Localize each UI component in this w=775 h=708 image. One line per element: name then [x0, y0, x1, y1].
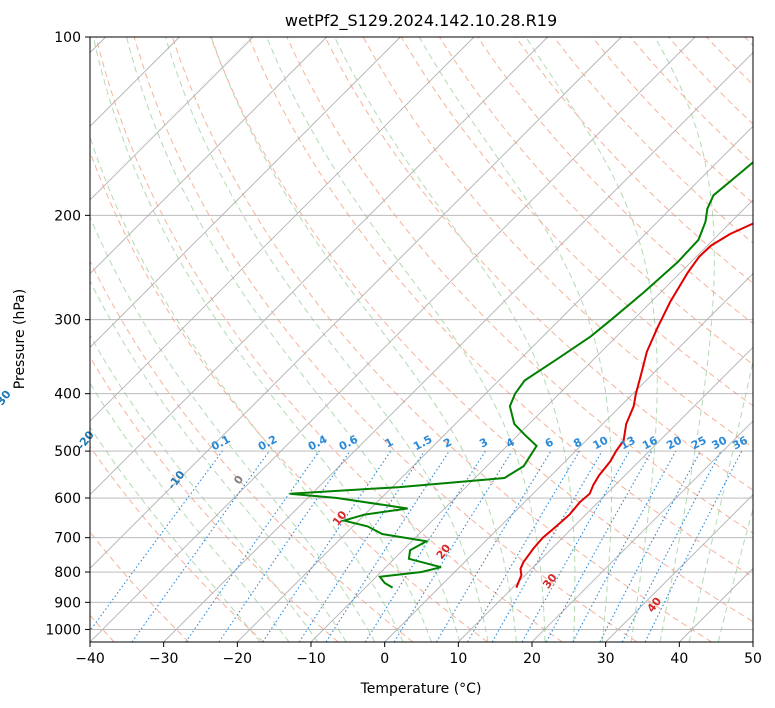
moist-adiabat-line [90, 135, 404, 642]
isotherm-line [531, 420, 753, 642]
mixing-ratio-line [572, 450, 677, 642]
y-tick-label: 800 [54, 565, 81, 581]
x-tick-label: 30 [597, 651, 615, 667]
mixing-ratio-label: 25 [689, 434, 709, 453]
dry-adiabat-line [248, 37, 753, 578]
isotherm-line [605, 494, 753, 642]
y-tick-label: 900 [54, 595, 81, 611]
dry-adiabat-line [90, 445, 264, 642]
y-tick-label: 1000 [45, 622, 81, 638]
mixing-ratio-line [298, 450, 425, 642]
mixing-ratio-line [131, 450, 270, 642]
y-tick-label: 300 [54, 313, 81, 329]
mixing-ratio-label: 20 [664, 433, 684, 452]
isotherm-line [384, 273, 753, 642]
isotherm-line [90, 37, 254, 201]
isotherm-line [90, 37, 475, 422]
x-tick-label: 10 [449, 651, 467, 667]
moist-adiabat-line [334, 37, 576, 642]
y-tick-label: 600 [54, 491, 81, 507]
dry-adiabat-line [324, 37, 753, 491]
y-axis-label: Pressure (hPa) [12, 289, 28, 389]
dry-adiabat-line [133, 37, 638, 642]
y-axis: 100 200 300 400 500 600 700 800 900 1000 [45, 30, 90, 638]
isotherm-line [163, 52, 753, 642]
isotherm-line [90, 37, 622, 569]
moist-adiabat-line [90, 426, 261, 642]
dry-adiabat-line [171, 37, 712, 642]
y-tick-label: 400 [54, 387, 81, 403]
moist-adiabat-line [90, 215, 376, 642]
moist-adiabat-line [266, 37, 546, 642]
dry-adiabat-line [95, 37, 563, 642]
x-tick-label: 20 [523, 651, 541, 667]
mixing-ratio-line [521, 450, 630, 642]
x-tick-label: −20 [223, 651, 253, 667]
isotherm-line [458, 346, 753, 642]
y-tick-label: 200 [54, 208, 81, 224]
dry-adiabat-line [90, 259, 414, 642]
moist-adiabat-line [717, 506, 753, 642]
y-tick-label: 700 [54, 531, 81, 547]
moist-adiabat-line [90, 334, 319, 642]
mixing-ratio-label: 16 [640, 434, 660, 453]
mixing-ratio-label: 13 [618, 434, 638, 453]
isotherm-line [310, 199, 753, 642]
mixing-ratio-line [325, 450, 450, 642]
moist-adiabat-line [210, 37, 517, 642]
isotherms [90, 37, 753, 642]
isotherm-line [90, 37, 696, 642]
mixing-ratio-line [545, 450, 653, 642]
mixing-ratio-line [185, 450, 320, 642]
x-axis: −40 −30 −20 −10 0 10 20 30 40 50 [75, 642, 762, 667]
x-axis-label: Temperature (°C) [360, 681, 482, 697]
isotherm-line [237, 125, 753, 642]
moist-adiabat-line [654, 37, 715, 642]
mixing-ratio-line [262, 450, 392, 642]
y-tick-label: 500 [54, 444, 81, 460]
moist-adiabat-line [90, 382, 290, 642]
isotherm-line [90, 37, 401, 348]
moist-adiabat-line [418, 37, 613, 642]
mixing-ratio-line [644, 450, 743, 642]
mixing-ratio-label: 30 [710, 434, 730, 453]
x-tick-label: −40 [75, 651, 105, 667]
x-tick-label: 50 [744, 651, 762, 667]
moist-adiabat-line [92, 37, 432, 642]
dry-adiabat-line [515, 37, 753, 284]
mixing-ratio-line [393, 450, 513, 642]
mixing-ratio-lines [90, 450, 743, 642]
moist-adiabats [90, 37, 753, 642]
x-tick-label: −30 [149, 651, 179, 667]
x-tick-label: 40 [670, 651, 688, 667]
plot-frame [89, 36, 754, 643]
dry-adiabats [90, 37, 753, 642]
mixing-ratio-line [218, 450, 351, 642]
temperature-line [515, 222, 753, 588]
y-tick-label: 100 [54, 30, 81, 46]
dry-adiabat-line [286, 37, 753, 534]
dry-adiabat-line [90, 356, 339, 642]
chart-title: wetPf2_S129.2024.142.10.28.R19 [285, 11, 557, 31]
moist-adiabat-line [525, 37, 658, 642]
mixing-ratio-label: 10 [591, 433, 611, 452]
moist-adiabat-line [688, 358, 753, 642]
x-tick-label: −10 [296, 651, 326, 667]
isotherm-line [90, 37, 327, 275]
dewpoint-line [289, 160, 753, 589]
isobars [90, 37, 753, 630]
x-tick-label: 0 [380, 651, 389, 667]
mixing-ratio-line [90, 450, 223, 632]
dry-adiabat-line [210, 37, 753, 623]
mixing-ratio-label: 36 [730, 434, 750, 453]
isotherm-line [90, 37, 548, 496]
profiles [289, 160, 753, 589]
